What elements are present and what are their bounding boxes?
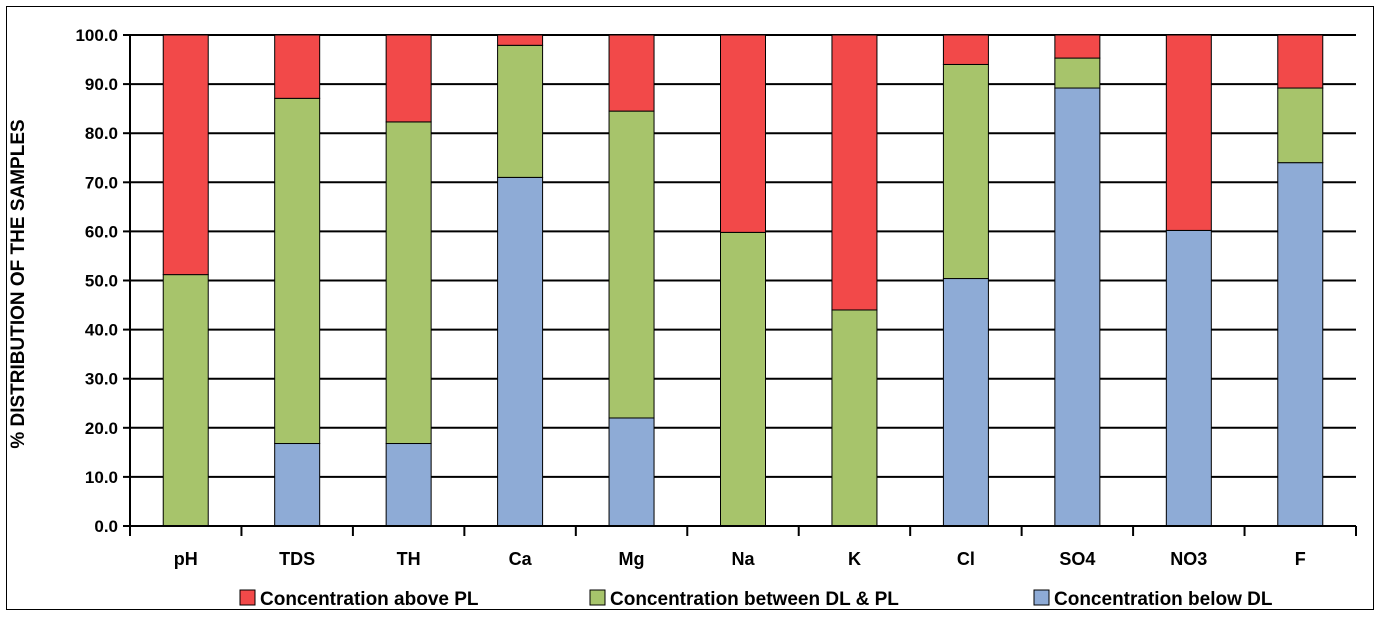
x-tick-label: Na bbox=[731, 549, 755, 569]
bar-segment-no3 bbox=[1165, 229, 1212, 527]
y-tick-label: 60.0 bbox=[85, 222, 118, 241]
x-tick-label: NO3 bbox=[1170, 549, 1207, 569]
x-tick-label: TH bbox=[397, 549, 421, 569]
bar-segment-na bbox=[720, 231, 766, 527]
bar-segment-mg bbox=[608, 34, 655, 112]
y-axis-label: % DISTRIBUTION OF THE SAMPLES bbox=[8, 119, 29, 448]
bar-segment-f bbox=[1277, 34, 1324, 89]
legend-label: Concentration below DL bbox=[1054, 589, 1273, 610]
y-tick-label: 40.0 bbox=[85, 321, 118, 340]
bar-segment-f bbox=[1277, 162, 1324, 527]
bar-segment-so4 bbox=[1054, 34, 1101, 59]
x-tick-label: F bbox=[1295, 549, 1306, 569]
bar-segment-tds bbox=[274, 443, 321, 527]
x-tick-label: TDS bbox=[279, 549, 315, 569]
x-tick-label: Mg bbox=[619, 549, 645, 569]
bar-segment-cl bbox=[942, 34, 989, 65]
bar-segment-ca bbox=[497, 176, 544, 527]
bar-segment-ph bbox=[162, 274, 209, 527]
legend-label: Concentration between DL & PL bbox=[610, 589, 899, 610]
bar-segment-so4 bbox=[1054, 57, 1101, 89]
legend: Concentration above PL Concentration betw… bbox=[239, 589, 1273, 610]
bar-segment-th bbox=[385, 443, 432, 527]
bars bbox=[162, 34, 1324, 527]
legend-swatch bbox=[589, 589, 606, 606]
bar-segment-tds bbox=[274, 34, 321, 99]
bar-segment-tds bbox=[274, 97, 321, 445]
x-tick-label: pH bbox=[174, 549, 198, 569]
bar-segment-f bbox=[1277, 87, 1324, 164]
bar-segment-ph bbox=[162, 34, 209, 276]
bar-segment-cl bbox=[942, 278, 989, 527]
x-tick-label: Cl bbox=[957, 549, 975, 569]
y-tick-labels: 0.0 10.0 20.0 30.0 40.0 50.0 60.0 70.0 80.0 90.0 1… bbox=[75, 26, 118, 536]
bar-segment-so4 bbox=[1054, 87, 1101, 527]
y-tick-label: 80.0 bbox=[85, 124, 118, 143]
legend-swatch bbox=[1033, 589, 1050, 606]
y-tick-label: 100.0 bbox=[75, 26, 118, 45]
legend-swatch bbox=[239, 589, 256, 606]
legend-label: Concentration above PL bbox=[260, 589, 479, 610]
y-tick-label: 50.0 bbox=[85, 272, 118, 291]
y-tick-label: 30.0 bbox=[85, 370, 118, 389]
y-tick-label: 10.0 bbox=[85, 468, 118, 487]
bar-segment-th bbox=[385, 34, 432, 123]
bar-segment-k bbox=[831, 34, 878, 311]
x-tick-labels: pH TDS TH Ca Mg Na K Cl SO4 NO3 F bbox=[174, 549, 1306, 569]
bar-segment-na bbox=[720, 34, 766, 233]
y-tick-label: 70.0 bbox=[85, 173, 118, 192]
bar-segment-ca bbox=[497, 44, 544, 178]
y-tick-label: 90.0 bbox=[85, 75, 118, 94]
chart-frame bbox=[6, 6, 1374, 610]
bar-segment-k bbox=[831, 309, 878, 527]
bar-segment-mg bbox=[608, 417, 655, 527]
x-tick-label: SO4 bbox=[1059, 549, 1095, 569]
x-tick-label: Ca bbox=[509, 549, 533, 569]
bar-segment-mg bbox=[608, 110, 655, 419]
bar-segment-cl bbox=[942, 63, 989, 280]
y-tick-label: 0.0 bbox=[94, 517, 118, 536]
x-tick-label: K bbox=[848, 549, 861, 569]
bar-segment-ca bbox=[497, 34, 544, 46]
axes bbox=[123, 34, 1357, 536]
y-tick-label: 20.0 bbox=[85, 419, 118, 438]
bar-segment-th bbox=[385, 121, 432, 445]
bar-segment-no3 bbox=[1165, 34, 1212, 231]
